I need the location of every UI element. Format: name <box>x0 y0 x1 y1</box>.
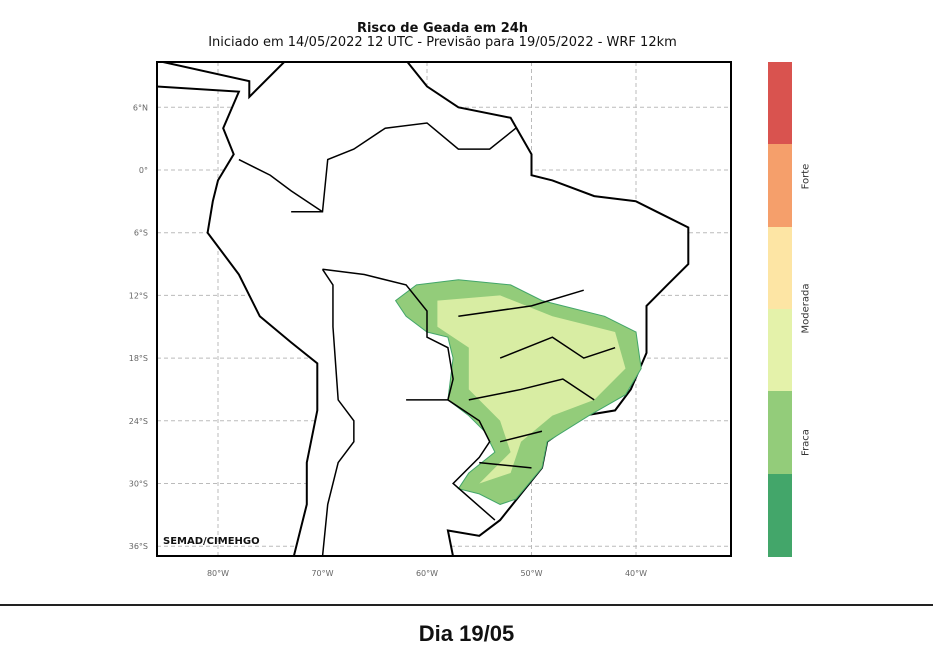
frost-risk-moderate-area <box>437 295 626 484</box>
colorbar-segment <box>768 391 792 475</box>
map-title: Risco de Geada em 24h <box>356 21 529 36</box>
lat-tick-label: 18°S <box>129 354 148 363</box>
day-caption: Dia 19/05 <box>418 621 515 646</box>
lon-tick-label: 60°W <box>416 569 438 578</box>
border-line <box>321 268 355 556</box>
border-line <box>479 461 532 469</box>
lat-tick-label: 6°S <box>134 229 148 238</box>
colorbar-label-fraca: Fraca <box>800 429 812 456</box>
lat-tick-label: 12°S <box>129 291 148 300</box>
tick-labels: 6°N 0° 6°S 12°S 18°S 24°S 30°S 36°S 80°W 70°W 60°W… <box>129 103 647 578</box>
lon-tick-label: 50°W <box>520 569 542 578</box>
colorbar-label-forte: Forte <box>800 163 812 190</box>
colorbar-segment <box>768 144 792 228</box>
lat-tick-label: 24°S <box>129 417 148 426</box>
border-line <box>468 378 595 401</box>
frost-risk-map: 6°N 0° 6°S 12°S 18°S 24°S 30°S 36°S 80°W 70°W 60°W… <box>129 61 732 578</box>
divider <box>0 604 933 606</box>
border-line <box>291 122 517 213</box>
credit-label: SEMAD/CIMEHGO <box>163 536 260 547</box>
colorbar-segment <box>768 473 792 557</box>
border-line <box>238 158 323 213</box>
border-line <box>499 430 543 443</box>
colorbar-segment <box>768 226 792 310</box>
map-subtitle: Iniciado em 14/05/2022 12 UTC - Previsão… <box>208 35 677 50</box>
lat-tick-label: 0° <box>139 166 148 175</box>
lat-tick-label: 6°N <box>133 103 148 112</box>
border-line <box>322 268 496 521</box>
lon-tick-label: 80°W <box>207 569 229 578</box>
lon-tick-label: 70°W <box>311 569 333 578</box>
border-line <box>458 289 584 318</box>
country-borders <box>238 122 616 556</box>
map-frame <box>156 61 732 557</box>
lat-tick-label: 36°S <box>129 542 148 551</box>
lon-tick-label: 40°W <box>625 569 647 578</box>
lat-tick-label: 30°S <box>129 480 148 489</box>
border-line <box>499 336 616 359</box>
colorbar-segment <box>768 308 792 392</box>
colorbar-label-moderada: Moderada <box>800 283 812 334</box>
colorbar-segment <box>768 62 792 145</box>
